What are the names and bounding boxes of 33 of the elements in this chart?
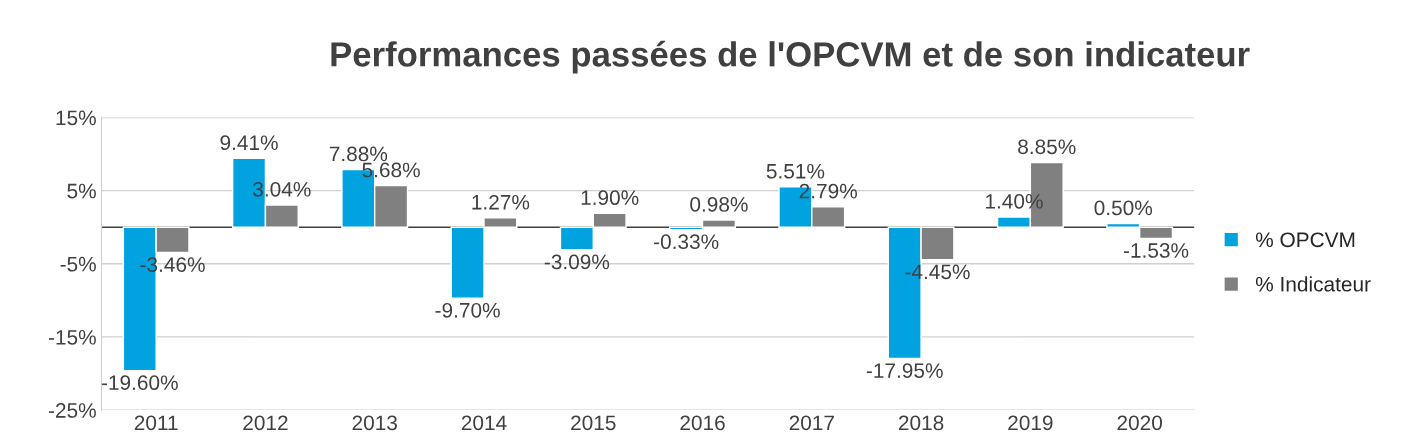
x-tick-label: 2013 — [352, 415, 397, 431]
y-tick-label: -5% — [60, 256, 96, 272]
legend-label: % Indicateur — [1255, 276, 1371, 292]
y-tick-label: -25% — [48, 403, 96, 418]
data-label: 0.98% — [690, 197, 748, 212]
y-tick-label: 5% — [67, 183, 96, 199]
data-label: 5.68% — [362, 162, 420, 178]
data-label: 0.50% — [1094, 200, 1153, 216]
data-label: 7.88% — [329, 146, 388, 162]
chart-title: Performances passées de l'OPCVM et de son indicateur — [331, 40, 1250, 74]
x-tick-label: 2019 — [1008, 415, 1053, 431]
data-label: -9.70% — [435, 302, 500, 318]
x-tick-label: 2011 — [134, 415, 178, 431]
data-label: 1.90% — [581, 190, 639, 206]
data-label: -19.60% — [101, 375, 178, 391]
data-label: -3.09% — [544, 254, 610, 270]
data-label: -1.53% — [1123, 243, 1189, 258]
x-tick-label: 2015 — [571, 415, 616, 431]
data-label: 1.27% — [472, 194, 530, 210]
data-label: 8.85% — [1018, 139, 1076, 155]
data-label: 9.41% — [220, 135, 278, 151]
data-label: -17.95% — [866, 363, 943, 378]
x-tick-label: 2018 — [898, 415, 944, 431]
y-tick-label: -15% — [48, 330, 96, 345]
data-label: -0.33% — [654, 234, 719, 250]
x-tick-label: 2020 — [1117, 415, 1162, 431]
data-label: 5.51% — [766, 163, 825, 179]
legend-label: % OPCVM — [1255, 232, 1355, 248]
x-tick-label: 2012 — [243, 415, 288, 431]
x-tick-label: 2017 — [789, 415, 834, 431]
y-tick-label: 15% — [56, 110, 96, 126]
x-tick-label: 2014 — [461, 415, 507, 431]
x-tick-label: 2016 — [680, 415, 725, 431]
